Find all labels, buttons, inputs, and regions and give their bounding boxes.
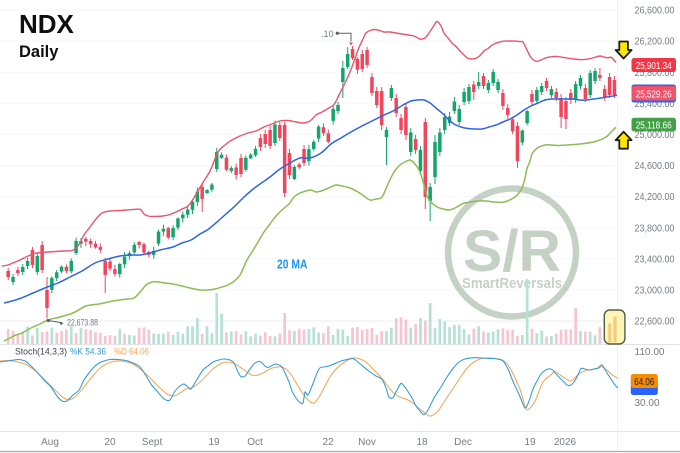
svg-text:22,600.00: 22,600.00 (635, 317, 675, 328)
svg-text:24,200.00: 24,200.00 (635, 192, 675, 203)
svg-text:2026: 2026 (554, 437, 577, 448)
svg-text:22,673.88: 22,673.88 (67, 318, 98, 328)
svg-text:26,600.00: 26,600.00 (635, 6, 675, 17)
svg-text:Sept: Sept (142, 437, 163, 448)
svg-text:25,901.34: 25,901.34 (636, 61, 672, 72)
svg-text:Nov: Nov (358, 437, 376, 448)
svg-text:Dec: Dec (454, 437, 472, 448)
svg-text:Daily: Daily (19, 43, 59, 61)
svg-text:.10: .10 (321, 29, 334, 39)
svg-text:30.00: 30.00 (635, 398, 660, 409)
svg-text:19: 19 (208, 437, 220, 448)
svg-text:23,400.00: 23,400.00 (635, 254, 675, 265)
svg-text:24,600.00: 24,600.00 (635, 161, 675, 172)
svg-text:25,529.26: 25,529.26 (636, 89, 672, 100)
svg-text:Aug: Aug (41, 437, 59, 448)
svg-text:20 MA: 20 MA (277, 258, 308, 272)
svg-text:25,800.00: 25,800.00 (635, 68, 675, 79)
svg-text:%K 54.36: %K 54.36 (70, 347, 106, 358)
svg-text:25,400.00: 25,400.00 (635, 99, 675, 110)
svg-text:S/R: S/R (463, 219, 561, 284)
svg-text:23,000.00: 23,000.00 (635, 286, 675, 297)
svg-text:20: 20 (104, 437, 116, 448)
svg-text:23,800.00: 23,800.00 (635, 223, 675, 234)
svg-text:%D 64.06: %D 64.06 (114, 347, 149, 358)
svg-text:26,200.00: 26,200.00 (635, 37, 675, 48)
svg-text:110.00: 110.00 (635, 347, 665, 358)
svg-text:Stoch(14,3,3): Stoch(14,3,3) (15, 347, 67, 358)
svg-text:19: 19 (524, 437, 536, 448)
svg-text:SmartReversals: SmartReversals (462, 276, 562, 292)
svg-text:18: 18 (416, 437, 428, 448)
svg-text:Oct: Oct (247, 437, 263, 448)
svg-text:64.06: 64.06 (634, 377, 654, 388)
svg-text:25,000.00: 25,000.00 (635, 130, 675, 141)
svg-text:22: 22 (322, 437, 334, 448)
svg-text:NDX: NDX (19, 9, 75, 39)
svg-text:25,118.66: 25,118.66 (636, 120, 672, 131)
